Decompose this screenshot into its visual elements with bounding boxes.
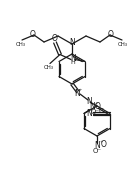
Text: O: O [52, 33, 58, 42]
Text: O⁻: O⁻ [92, 148, 102, 154]
Text: H: H [71, 60, 75, 65]
Text: O: O [95, 102, 101, 111]
Text: O: O [108, 30, 114, 39]
Text: O⁻: O⁻ [90, 108, 100, 115]
Text: N: N [69, 38, 75, 46]
Text: N: N [86, 97, 92, 105]
Text: N: N [94, 140, 100, 150]
Text: N: N [70, 54, 76, 62]
Text: +: + [78, 87, 82, 92]
Text: O: O [101, 140, 107, 149]
Text: CH₃: CH₃ [16, 41, 26, 46]
Text: +: + [99, 140, 103, 144]
Text: N: N [74, 89, 80, 97]
Text: O: O [30, 30, 36, 39]
Text: +: + [95, 102, 98, 105]
Text: N: N [86, 109, 92, 118]
Text: CH₃: CH₃ [118, 41, 128, 46]
Text: N: N [89, 102, 95, 110]
Text: C: C [99, 108, 103, 114]
Text: CH₃: CH₃ [44, 65, 54, 70]
